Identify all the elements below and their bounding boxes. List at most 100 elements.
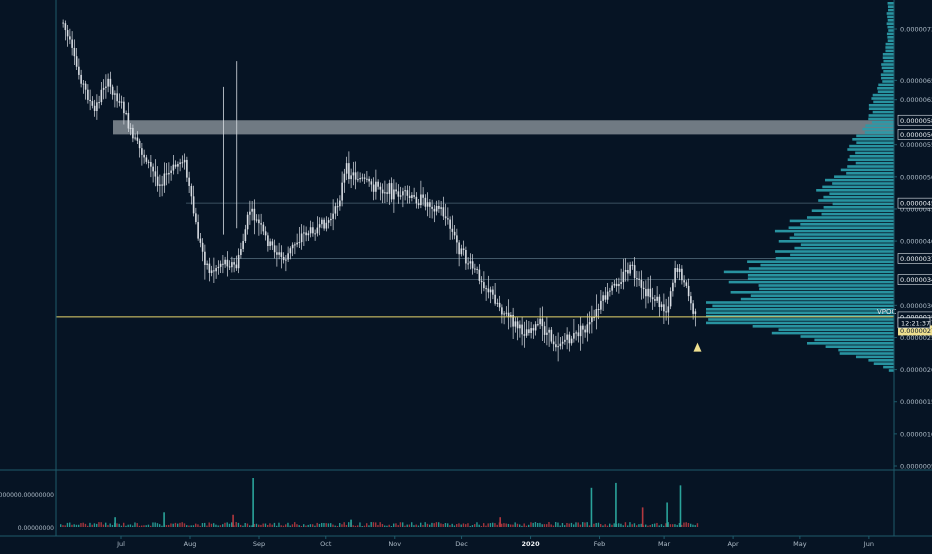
candle-body	[314, 233, 316, 235]
volume-bar	[280, 525, 282, 527]
profile-bar	[730, 291, 894, 294]
volume-bar	[669, 524, 672, 527]
candle-body	[683, 280, 685, 283]
volume-bar	[87, 525, 89, 527]
profile-bar	[849, 155, 894, 158]
candle-body	[138, 140, 141, 149]
candle-body	[588, 322, 591, 325]
volume-bar	[660, 524, 663, 527]
candle-body	[242, 241, 244, 250]
candle-body	[566, 334, 568, 340]
volume-bar	[105, 522, 107, 527]
profile-bar	[778, 328, 894, 331]
volume-bar	[629, 522, 631, 527]
profile-bar	[871, 97, 894, 100]
volume-bar	[541, 524, 543, 527]
candle-body	[451, 228, 454, 232]
candle-body	[120, 101, 123, 103]
candle-body	[64, 23, 67, 31]
candle-body	[136, 137, 139, 141]
candle-body	[168, 172, 170, 175]
candle-body	[125, 113, 127, 115]
volume-bar	[485, 525, 487, 527]
volume-bar	[568, 523, 570, 527]
profile-bar	[740, 297, 894, 301]
candle-body	[638, 278, 640, 280]
x-tick-label: Nov	[388, 540, 401, 548]
candle-body	[609, 290, 611, 292]
candle-body	[204, 251, 206, 265]
candle-body	[386, 192, 388, 194]
volume-bar	[548, 522, 550, 527]
profile-bar	[872, 93, 894, 97]
profile-bar	[814, 338, 894, 342]
candle-body	[676, 268, 679, 272]
y-tick-label: 0.00000100	[900, 430, 932, 438]
volume-bar	[318, 523, 321, 527]
candle-body	[411, 195, 413, 198]
candle-body	[658, 296, 661, 308]
candle-body	[408, 195, 411, 198]
candle-body	[267, 235, 269, 247]
candle-body	[298, 242, 301, 244]
volume-bar	[190, 525, 192, 527]
volume-bar	[120, 525, 123, 527]
candle-body	[663, 304, 665, 312]
volume-bar	[154, 522, 156, 527]
profile-bar	[885, 49, 894, 53]
candle-body	[300, 233, 303, 243]
current-price-label: 0.00000275	[900, 327, 932, 335]
volume-bar	[696, 523, 699, 527]
volume-bar	[332, 524, 334, 527]
volume-bar	[258, 524, 260, 527]
candle-body	[532, 328, 535, 331]
profile-bar	[888, 369, 894, 372]
volume-bar	[172, 523, 174, 527]
volume-bar	[69, 522, 71, 527]
volume-bar	[618, 523, 620, 527]
volume-bar	[388, 524, 390, 527]
profile-bar	[807, 342, 894, 345]
candle-body	[235, 264, 238, 269]
profile-bar	[723, 270, 894, 274]
profile-bar	[855, 151, 894, 155]
volume-bar	[314, 525, 316, 527]
candle-body	[426, 202, 429, 207]
candle-body	[75, 56, 78, 67]
profile-bar	[818, 199, 894, 202]
volume-bar	[123, 522, 125, 527]
volume-bar	[685, 522, 687, 527]
volume-bar	[307, 524, 309, 527]
volume-bar	[289, 525, 291, 527]
volume-spike	[163, 512, 165, 527]
volume-bar	[294, 522, 296, 527]
price-label-box	[897, 274, 932, 285]
volume-bar	[411, 522, 413, 527]
candle-body	[192, 196, 195, 214]
volume-bar	[420, 522, 422, 527]
profile-bar	[706, 311, 894, 314]
volume-bar	[469, 525, 471, 527]
volume-bar	[255, 523, 258, 527]
volume-bar	[559, 525, 561, 527]
profile-bar	[868, 114, 894, 117]
candle-body	[87, 89, 89, 100]
candle-body	[395, 189, 397, 192]
volume-axis-label: 100000000.00000000	[0, 492, 54, 499]
volume-bar	[645, 524, 647, 527]
candle-body	[681, 268, 683, 281]
volume-bar	[197, 524, 199, 527]
candle-body	[501, 307, 503, 315]
volume-bar	[514, 522, 516, 527]
volume-bar	[80, 523, 82, 527]
volume-axis-label: 0.00000000	[18, 525, 54, 532]
candle-body	[276, 252, 278, 255]
volume-bar	[361, 525, 363, 527]
y-tick-label: 0.00000730	[900, 26, 932, 34]
candle-body	[541, 318, 544, 327]
profile-bar	[881, 66, 894, 70]
volume-bar	[480, 525, 483, 527]
profile-bar	[856, 134, 894, 138]
profile-bar	[847, 158, 894, 161]
